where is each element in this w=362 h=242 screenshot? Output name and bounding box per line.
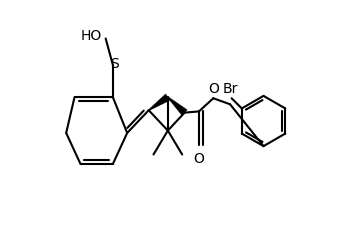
Polygon shape	[148, 94, 170, 111]
Text: O: O	[194, 152, 205, 166]
Polygon shape	[168, 97, 187, 115]
Text: HO: HO	[81, 29, 102, 43]
Text: S: S	[110, 57, 118, 71]
Text: Br: Br	[223, 82, 238, 96]
Text: O: O	[208, 82, 219, 96]
